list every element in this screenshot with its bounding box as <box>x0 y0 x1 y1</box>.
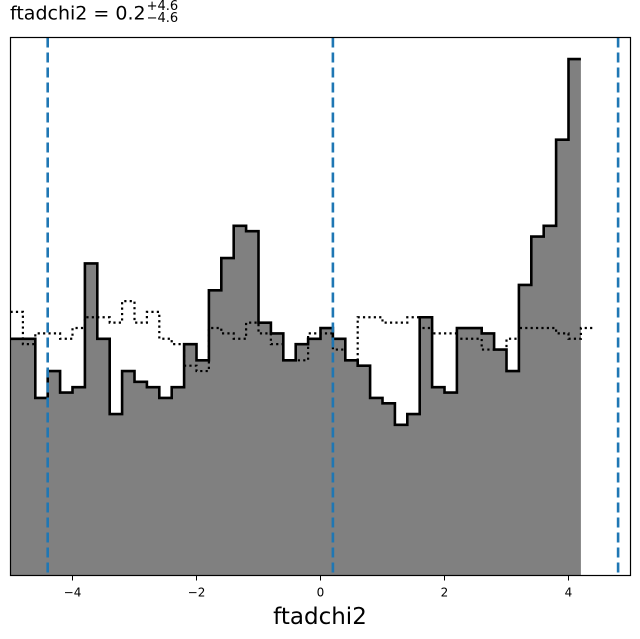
chart-title-sub: −4.6 <box>146 11 179 26</box>
dotted-histogram-series <box>10 300 594 373</box>
chart-title-sup: +4.6 <box>146 0 179 14</box>
x-axis-label: ftadchi2 <box>273 604 367 630</box>
x-tick-label: 4 <box>565 586 573 600</box>
x-tick-label: −2 <box>188 586 206 600</box>
filled-histogram-outline <box>10 57 581 427</box>
x-tick-label: −4 <box>64 586 82 600</box>
x-tick-label: 0 <box>317 586 325 600</box>
x-axis-ticks: −4 −2 0 2 4 <box>64 575 573 600</box>
chart-title-main: ftadchi2 = 0.2 <box>10 2 146 25</box>
filled-histogram-area <box>10 59 581 576</box>
chart-title: ftadchi2 = 0.2 +4.6 −4.6 <box>10 0 179 26</box>
filled-histogram-series <box>10 57 581 576</box>
x-tick-label: 2 <box>441 586 449 600</box>
chart-title-scripts: +4.6 −4.6 <box>146 0 179 26</box>
dotted-histogram-outline <box>10 300 594 373</box>
